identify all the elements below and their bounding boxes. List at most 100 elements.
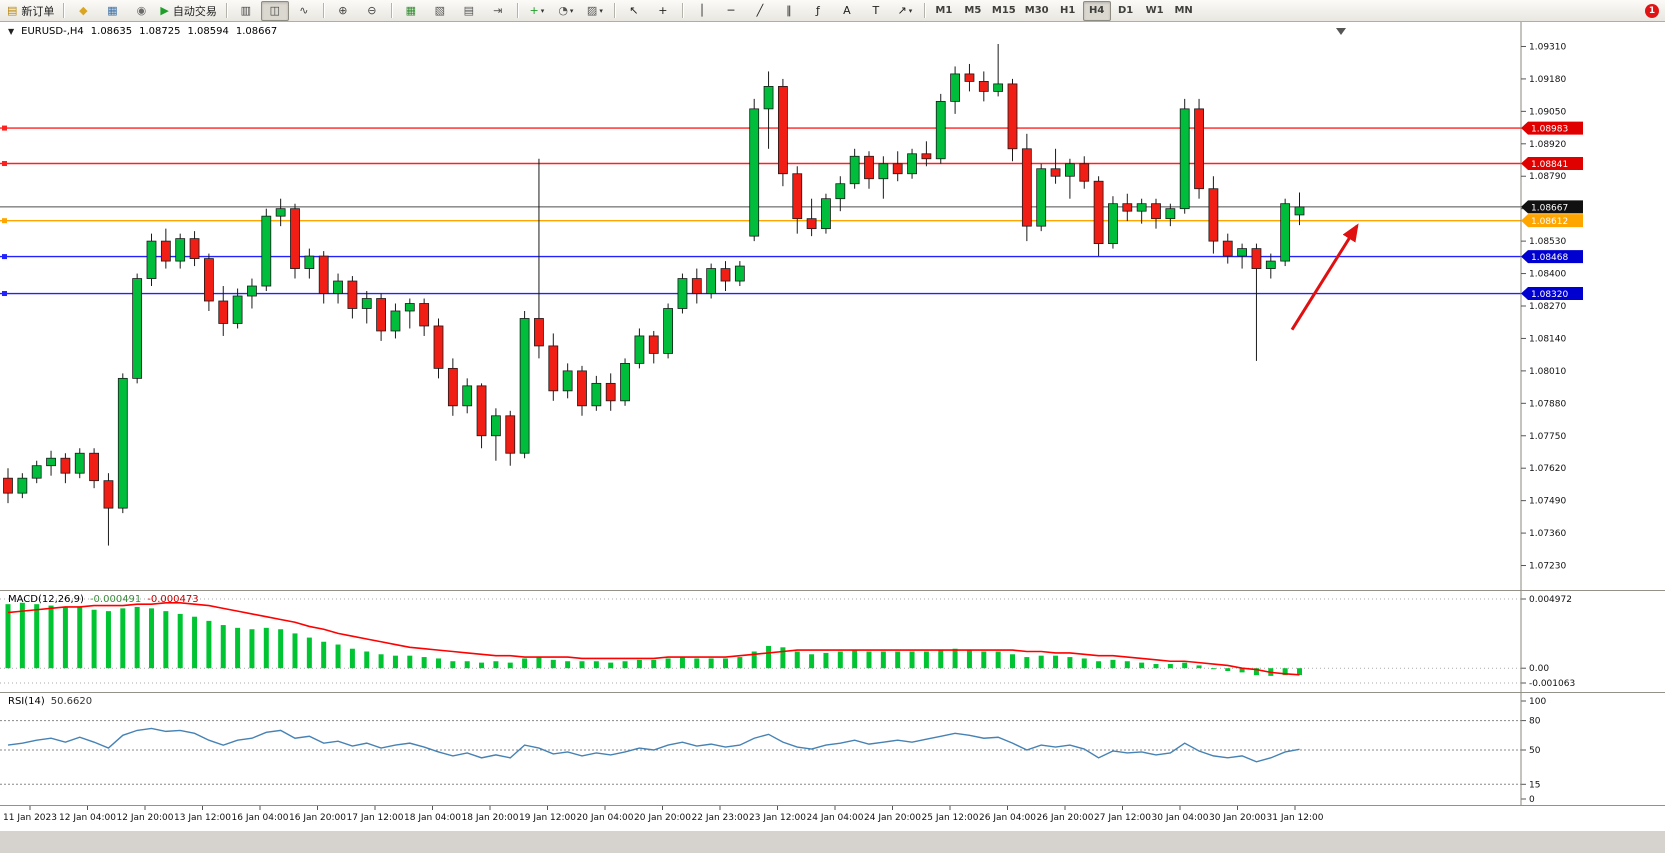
dropdown-caret-icon: ▾ — [599, 6, 603, 15]
price-axis-label: 1.08270 — [1529, 302, 1566, 312]
fibonacci-button[interactable]: ƒ — [804, 1, 832, 21]
tf-mn-button-label: MN — [1174, 5, 1193, 16]
hline-handle[interactable] — [2, 125, 7, 131]
tf-w1-button[interactable]: W1 — [1141, 1, 1169, 21]
channel-button[interactable]: ∥ — [775, 1, 803, 21]
channel-icon: ∥ — [786, 4, 792, 17]
new-order-icon: ▤ — [7, 4, 18, 17]
new-order-button-label: 新订单 — [21, 4, 55, 18]
time-axis-label: 19 Jan 12:00 — [519, 813, 576, 823]
tf-m1-button-label: M1 — [935, 5, 953, 16]
vertical-line-icon: │ — [698, 4, 706, 17]
cascade-windows-button[interactable]: ▧ — [426, 1, 454, 21]
indicators-add-icon: + — [529, 4, 539, 17]
periods-button[interactable]: ◔ ▾ — [552, 1, 580, 21]
zoom-in-button[interactable]: ⊕ — [329, 1, 357, 21]
label-button[interactable]: T — [862, 1, 890, 21]
price-axis-label: 1.08400 — [1529, 270, 1566, 280]
chart-shift-icon: ⇥ — [493, 4, 503, 17]
toolbar-separator — [390, 3, 392, 18]
candlestick-chart-button[interactable]: ◫ — [260, 0, 289, 21]
trendline-button[interactable]: ╱ — [746, 1, 774, 21]
macd-value-main: -0.000491 — [89, 594, 142, 605]
time-axis-label: 12 Jan 04:00 — [59, 813, 116, 823]
price-label-box — [1521, 287, 1583, 301]
templates-button[interactable]: ▨ ▾ — [581, 1, 609, 21]
chart-symbol: EURUSD-,H4 — [21, 26, 84, 37]
toolbar-separator — [516, 3, 518, 18]
buy-signal-arrow[interactable] — [1290, 223, 1359, 331]
main-chart-svg[interactable]: 1.09310 1.09180 1.09050 1.08920 1.08790 1.086… — [0, 22, 1665, 590]
autotrading-button[interactable]: ▶ 自动交易 — [156, 1, 220, 21]
time-axis-label: 16 Jan 20:00 — [289, 813, 346, 823]
tf-d1-button[interactable]: D1 — [1112, 1, 1140, 21]
macd-svg[interactable]: 0.004972 0.00 -0.001063 — [0, 591, 1665, 692]
time-axis-label: 31 Jan 12:00 — [1267, 813, 1324, 823]
tf-mn-button[interactable]: MN — [1170, 1, 1198, 21]
window-bottom-strip — [0, 846, 1665, 853]
price-axis-label: 1.07750 — [1529, 432, 1566, 442]
bar-chart-button[interactable]: ▥ — [232, 1, 260, 21]
price-label-text: 1.08468 — [1531, 253, 1568, 263]
hline-handle[interactable] — [2, 254, 7, 260]
profiles-button[interactable]: ◆ — [69, 1, 97, 21]
arrange-windows-button[interactable]: ▤ — [455, 1, 483, 21]
chart-ohlc-header: ▼ EURUSD-,H4 1.08635 1.08725 1.08594 1.0… — [8, 26, 277, 37]
price-axis-label: 1.07880 — [1529, 399, 1566, 409]
tf-m30-button[interactable]: M30 — [1021, 1, 1053, 21]
rsi-svg[interactable]: 100 80 50 15 0 — [0, 693, 1665, 805]
label-icon: T — [872, 4, 880, 17]
crosshair-button[interactable]: + — [649, 1, 677, 21]
chart-shift-marker-icon[interactable] — [1336, 28, 1346, 35]
time-axis-label: 26 Jan 04:00 — [979, 813, 1036, 823]
tf-h4-button[interactable]: H4 — [1082, 0, 1111, 21]
tf-w1-button-label: W1 — [1145, 5, 1164, 16]
macd-label: MACD(12,26,9) -0.000491 -0.000473 — [8, 594, 199, 605]
tf-m1-button[interactable]: M1 — [930, 1, 958, 21]
ohlc-open: 1.08635 — [90, 26, 133, 37]
zoom-out-button[interactable]: ⊖ — [358, 1, 386, 21]
price-axis-label: 1.09180 — [1529, 75, 1566, 85]
arrows-button[interactable]: ↗ ▾ — [891, 1, 919, 21]
rsi-axis-label: 50 — [1529, 746, 1541, 756]
time-axis-label: 12 Jan 20:00 — [117, 813, 174, 823]
price-axis-label: 1.08530 — [1529, 237, 1566, 247]
tile-windows-button[interactable]: ▦ — [397, 1, 425, 21]
horizontal-line-icon: ─ — [727, 4, 735, 17]
tf-m5-button[interactable]: M5 — [959, 1, 987, 21]
tf-h1-button[interactable]: H1 — [1054, 1, 1082, 21]
hline-handle[interactable] — [2, 218, 7, 224]
panel-separator[interactable] — [0, 692, 1665, 693]
cursor-icon: ↖ — [629, 4, 639, 17]
tf-m15-button-label: M15 — [991, 5, 1016, 16]
hline-handle[interactable] — [2, 291, 7, 297]
horizontal-line-button[interactable]: ─ — [717, 1, 745, 21]
chart-dropdown-icon[interactable]: ▼ — [8, 27, 15, 36]
line-chart-button[interactable]: ∿ — [290, 1, 318, 21]
time-axis-label: 23 Jan 12:00 — [749, 813, 806, 823]
macd-name: MACD(12,26,9) — [8, 594, 84, 605]
new-order-button[interactable]: ▤ 新订单 — [3, 1, 58, 21]
rsi-axis-label: 80 — [1529, 717, 1541, 727]
toolbar-separator — [681, 3, 683, 18]
panel-separator[interactable] — [0, 590, 1665, 591]
time-axis-svg[interactable]: 11 Jan 2023 12 Jan 04:00 12 Jan 20:00 13 Ja… — [0, 806, 1665, 824]
macd-histogram — [5, 602, 1302, 676]
tf-m15-button[interactable]: M15 — [988, 1, 1020, 21]
time-axis-label: 30 Jan 04:00 — [1152, 813, 1209, 823]
cursor-button[interactable]: ↖ — [620, 1, 648, 21]
price-label-text: 1.08612 — [1531, 217, 1568, 227]
toolbar-separator — [63, 3, 65, 18]
chart-shift-button[interactable]: ⇥ — [484, 1, 512, 21]
rsi-name: RSI(14) — [8, 696, 45, 707]
data-window-icon: ◉ — [136, 4, 147, 17]
data-window-button[interactable]: ◉ — [127, 1, 155, 21]
indicators-button[interactable]: + ▾ — [523, 1, 551, 21]
candlestick-chart-icon: ◫ — [269, 4, 281, 17]
vertical-line-button[interactable]: │ — [688, 1, 716, 21]
notification-badge[interactable]: 1 — [1645, 4, 1659, 18]
charts-grid-button[interactable]: ▦ — [98, 1, 126, 21]
tf-h1-button-label: H1 — [1059, 5, 1076, 16]
hline-handle[interactable] — [2, 161, 7, 167]
text-button[interactable]: A — [833, 1, 861, 21]
